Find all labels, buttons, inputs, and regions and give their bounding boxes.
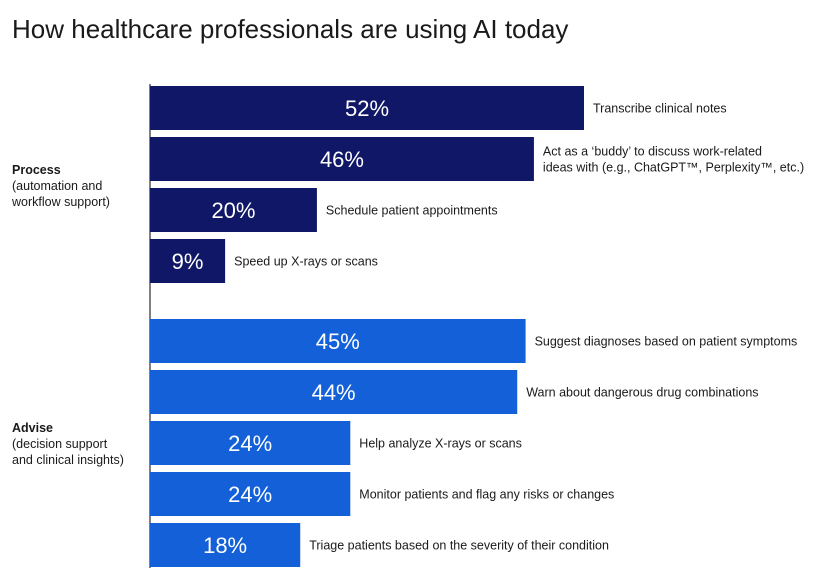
group-name-advise: Advise — [12, 421, 53, 435]
group-name-process: Process — [12, 163, 61, 177]
group-label-process: Process (automation and workflow support… — [12, 162, 110, 210]
bar-category-label: Act as a ‘buddy’ to discuss work-related — [543, 145, 762, 159]
bar-value-label: 9% — [172, 249, 204, 274]
bar-category-label: Suggest diagnoses based on patient sympt… — [535, 335, 798, 349]
bar-4 — [150, 319, 526, 363]
bar-1 — [150, 137, 534, 181]
bar-category-label: Monitor patients and flag any risks or c… — [359, 488, 614, 502]
bar-value-label: 45% — [316, 329, 360, 354]
group-description-advise: (decision support and clinical insights) — [12, 437, 124, 467]
bar-value-label: 20% — [211, 198, 255, 223]
bar-2 — [150, 188, 317, 232]
chart-title: How healthcare professionals are using A… — [12, 14, 569, 44]
group-label-advise: Advise (decision support and clinical in… — [12, 420, 124, 468]
bar-value-label: 24% — [228, 431, 272, 456]
bar-value-label: 44% — [312, 380, 356, 405]
bar-category-label: Triage patients based on the severity of… — [309, 539, 609, 553]
bar-0 — [150, 86, 584, 130]
bar-category-label: Schedule patient appointments — [326, 204, 498, 218]
bar-value-label: 52% — [345, 96, 389, 121]
bar-5 — [150, 370, 518, 414]
bar-7 — [150, 472, 351, 516]
bar-value-label: 24% — [228, 482, 272, 507]
bar-category-label: Warn about dangerous drug combinations — [526, 386, 758, 400]
bar-category-label: Transcribe clinical notes — [593, 102, 727, 116]
bar-3 — [150, 239, 226, 283]
bar-category-label: ideas with (e.g., ChatGPT™, Perplexity™,… — [543, 161, 804, 175]
bar-8 — [150, 523, 301, 567]
bar-6 — [150, 421, 351, 465]
bar-value-label: 46% — [320, 147, 364, 172]
bar-category-label: Speed up X-rays or scans — [234, 255, 378, 269]
bar-value-label: 18% — [203, 533, 247, 558]
group-description-process: (automation and workflow support) — [12, 179, 110, 209]
bar-category-label: Help analyze X-rays or scans — [359, 437, 522, 451]
